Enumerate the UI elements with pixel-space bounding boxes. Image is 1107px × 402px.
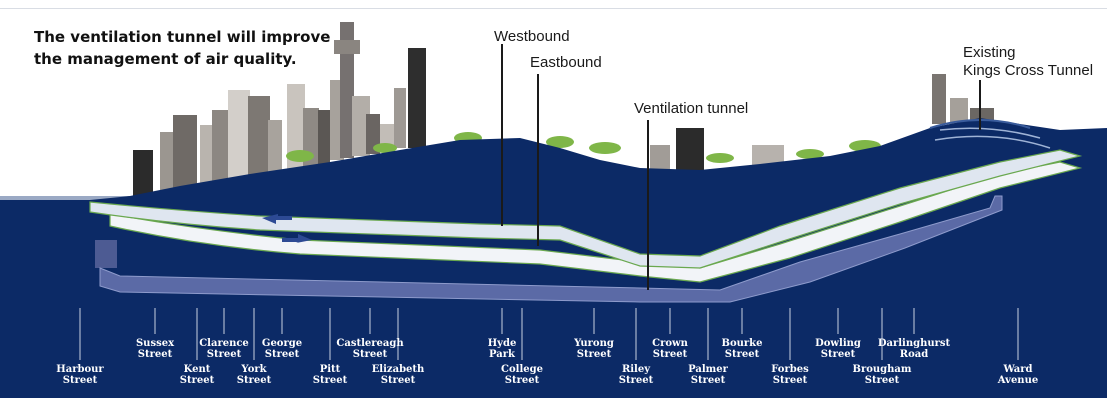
callout-lines <box>501 44 981 290</box>
building <box>212 110 232 185</box>
existing-tunnel-line <box>939 127 1041 139</box>
street-label: Hyde Park <box>487 338 517 360</box>
street-label: Harbour Street <box>56 364 104 386</box>
building <box>173 115 197 193</box>
existing-tunnel <box>934 127 1051 149</box>
eastbound-label: Eastbound <box>530 54 602 71</box>
tree <box>286 150 314 162</box>
street-label: George Street <box>261 338 303 360</box>
building <box>352 96 370 156</box>
street-label: Brougham Street <box>852 364 912 386</box>
headline: The ventilation tunnel will improve the … <box>34 26 330 70</box>
street-label: Kent Street <box>179 364 215 386</box>
street-label: Yurong Street <box>574 338 614 360</box>
street-label: Clarence Street <box>199 338 249 360</box>
ventilation-tunnel <box>99 195 1003 303</box>
building <box>394 88 406 148</box>
building <box>248 96 270 176</box>
building <box>752 145 784 165</box>
city-skyline <box>133 22 994 198</box>
street-label: Crown Street <box>652 338 688 360</box>
tree <box>706 153 734 163</box>
top-rule <box>0 8 1107 9</box>
building <box>287 84 305 169</box>
sydney-tower-turret <box>334 40 360 54</box>
street-label: Dowling Street <box>815 338 861 360</box>
direction-arrows <box>262 214 312 243</box>
building <box>950 98 968 124</box>
arrow-westbound-icon <box>262 214 292 224</box>
street-label: Pitt Street <box>312 364 348 386</box>
street-marker-lines <box>79 308 1019 360</box>
tree <box>373 143 397 153</box>
arrow-eastbound-icon <box>282 234 312 243</box>
headline-line-2: the management of air quality. <box>34 50 297 68</box>
street-label: Castlereagh Street <box>336 338 404 360</box>
building <box>133 150 153 198</box>
building <box>366 114 380 154</box>
street-label: Riley Street <box>618 364 654 386</box>
existing-tunnel-label-line-1: Existing <box>963 44 1016 61</box>
street-label: Ward Avenue <box>997 364 1039 386</box>
ventilation-tunnel-label: Ventilation tunnel <box>634 100 749 117</box>
building <box>650 145 670 175</box>
eastbound-tunnel <box>109 161 1083 283</box>
sydney-tower <box>340 22 354 158</box>
building <box>318 110 330 165</box>
street-label: Palmer Street <box>688 364 728 386</box>
building <box>970 108 994 122</box>
building <box>228 90 250 180</box>
street-label: Forbes Street <box>771 364 809 386</box>
street-label: Sussex Street <box>135 338 175 360</box>
street-label: College Street <box>501 364 543 386</box>
street-label: Bourke Street <box>721 338 763 360</box>
existing-tunnel-label-line-2: Kings Cross Tunnel <box>963 62 1094 79</box>
westbound-tunnel <box>89 149 1083 269</box>
tree <box>589 142 621 154</box>
ventilation-shaft <box>95 240 117 268</box>
building <box>676 128 704 170</box>
existing-tunnel-line <box>934 135 1051 149</box>
tree <box>546 136 574 148</box>
existing-tunnel-label: Existing Kings Cross Tunnel <box>963 44 1093 80</box>
street-label: Darlinghurst Road <box>877 338 951 360</box>
headline-line-1: The ventilation tunnel will improve <box>34 28 331 46</box>
building <box>268 120 282 175</box>
westbound-label: Westbound <box>494 28 570 45</box>
tree <box>796 149 824 159</box>
street-label: Elizabeth Street <box>371 364 425 386</box>
building <box>932 74 946 124</box>
building <box>408 48 426 148</box>
street-label: York Street <box>236 364 272 386</box>
